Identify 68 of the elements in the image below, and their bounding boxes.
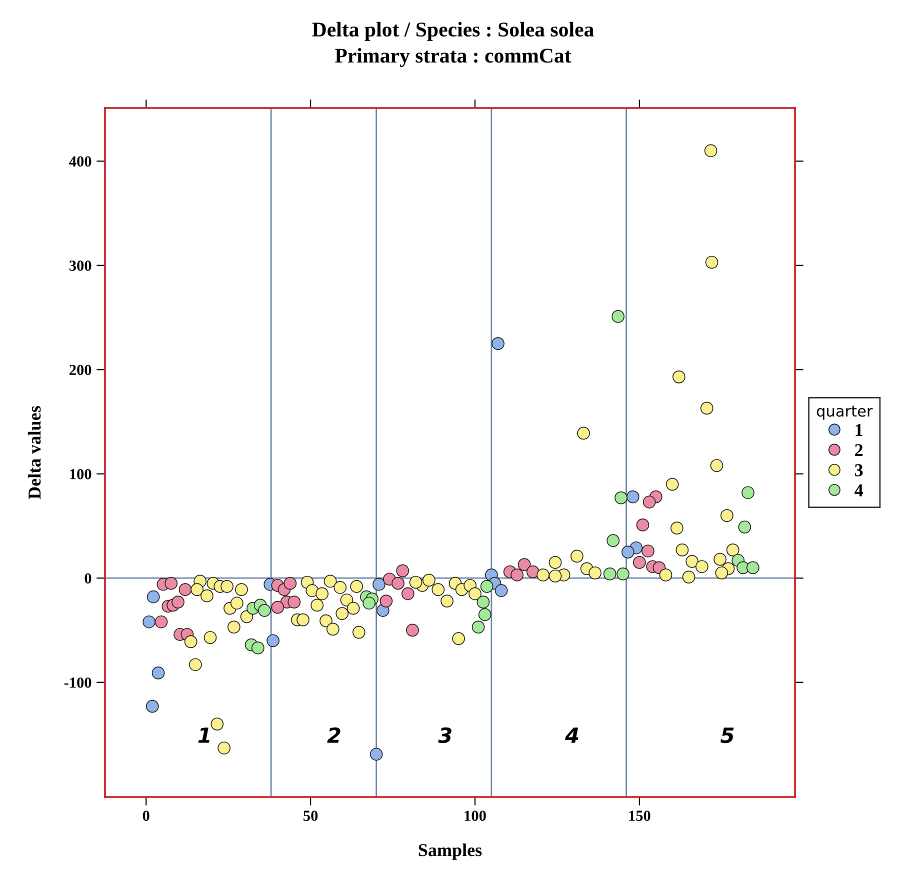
point [146,700,159,713]
point [642,496,656,508]
point [380,594,393,608]
point [152,666,165,680]
point [616,568,630,580]
y-tick-label: 100 [70,469,92,480]
point [518,558,531,571]
y-tick-label: 300 [69,260,92,271]
point [472,620,485,634]
point [362,596,376,610]
annotation: 3 [438,727,452,744]
point [284,576,297,590]
point [603,568,616,580]
point [742,486,754,500]
point [642,544,654,558]
point [510,568,524,582]
point [633,556,646,569]
point [738,520,752,534]
y-tick-label: 400 [69,156,92,167]
chart-title: Delta plot / Species : Solea solea Primary strata : commCat [312,22,594,67]
point [372,578,386,591]
y-tick-label: 0 [84,573,92,584]
x-axis-title: Samples [418,843,482,860]
annotation: 1 [198,728,210,743]
point [178,583,192,596]
point [614,491,628,504]
legend-label: 1 [856,424,862,436]
point [146,590,160,604]
point [626,490,640,504]
x-tick-label: 0 [142,810,150,821]
point [612,310,624,323]
x-tick-label: 50 [304,810,318,821]
point [606,534,620,548]
point [621,546,634,558]
y-tick-label: 200 [70,364,92,376]
point [392,576,404,590]
point [396,564,410,578]
point [172,596,184,609]
point [142,615,156,628]
point [746,561,760,574]
point [494,584,508,598]
point [271,600,284,614]
point [258,604,271,617]
point [252,642,264,654]
annotation: 4 [565,728,578,743]
x-tick-label: 100 [464,810,486,821]
point [406,624,419,637]
point [476,596,490,609]
y-tick-label: -100 [64,677,92,688]
point [492,337,504,350]
point [636,518,650,532]
point [526,565,540,578]
annotation: 5 [720,728,734,744]
point [164,576,178,590]
point [288,596,301,609]
legend-title: quarter [816,406,873,420]
x-tick-label: 150 [629,810,650,821]
point [266,634,280,648]
legend-label: 2 [855,444,863,456]
point [370,748,383,761]
y-axis-title: Delta values [28,406,41,500]
legend-label: 4 [854,484,863,496]
point [480,580,494,593]
annotation: 2 [327,727,340,743]
legend-label: 3 [854,464,863,476]
point [478,608,492,622]
point [401,587,414,600]
point [154,615,168,628]
